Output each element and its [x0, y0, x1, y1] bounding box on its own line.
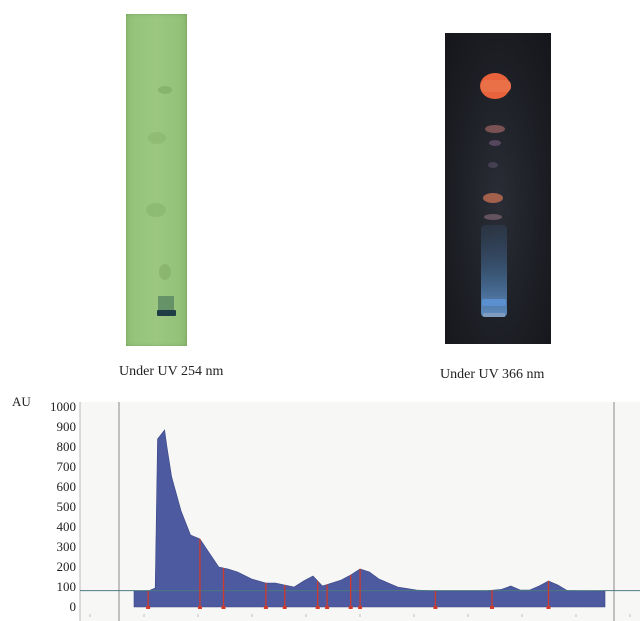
- densitogram-area: [133, 429, 606, 608]
- y-tick-label: 100: [57, 579, 77, 594]
- y-tick-label: 500: [57, 499, 77, 514]
- peak-marker-foot: [348, 606, 353, 609]
- peak-marker-foot: [315, 606, 320, 609]
- peak-marker-foot: [358, 606, 363, 609]
- y-tick-label: 600: [57, 479, 77, 494]
- y-tick-label: 1000: [50, 399, 76, 414]
- peak-marker-foot: [146, 606, 151, 609]
- y-tick-label: 800: [57, 439, 77, 454]
- peak-marker-foot: [433, 606, 438, 609]
- y-tick-label: 700: [57, 459, 77, 474]
- y-axis-label: AU: [12, 394, 31, 409]
- y-tick-label: 300: [57, 539, 77, 554]
- sample-band-254: [157, 310, 176, 316]
- peak-marker-foot: [489, 606, 494, 609]
- y-tick-label: 900: [57, 419, 77, 434]
- tlc-plate-366nm-bands: [480, 73, 511, 317]
- peak-marker-foot: [197, 606, 202, 609]
- peak-marker-foot: [325, 606, 330, 609]
- y-tick-label: 400: [57, 519, 77, 534]
- peak-marker-foot: [282, 606, 287, 609]
- caption-uv-254: Under UV 254 nm: [119, 364, 224, 379]
- peak-marker-foot: [263, 606, 268, 609]
- peak-markers: [146, 539, 551, 609]
- peak-marker-foot: [546, 606, 551, 609]
- y-tick-label: 0: [70, 599, 77, 614]
- bottom-fluorescent-band: [482, 299, 506, 306]
- peak-marker-foot: [221, 606, 226, 609]
- caption-uv-366: Under UV 366 nm: [440, 367, 545, 382]
- tlc-plate-366nm: [445, 33, 551, 344]
- y-axis-ticks: 0 100 200 300 400 500 600 700 800 900 1000: [50, 399, 76, 614]
- tlc-plate-254nm: [126, 14, 187, 346]
- x-axis-ticks: [89, 614, 631, 617]
- densitogram-chart: AU 0 100 200 300 400 500 600 700 800 900 1000: [12, 394, 640, 621]
- tlc-plate-254nm-spots: [146, 86, 176, 316]
- y-tick-label: 200: [57, 559, 77, 574]
